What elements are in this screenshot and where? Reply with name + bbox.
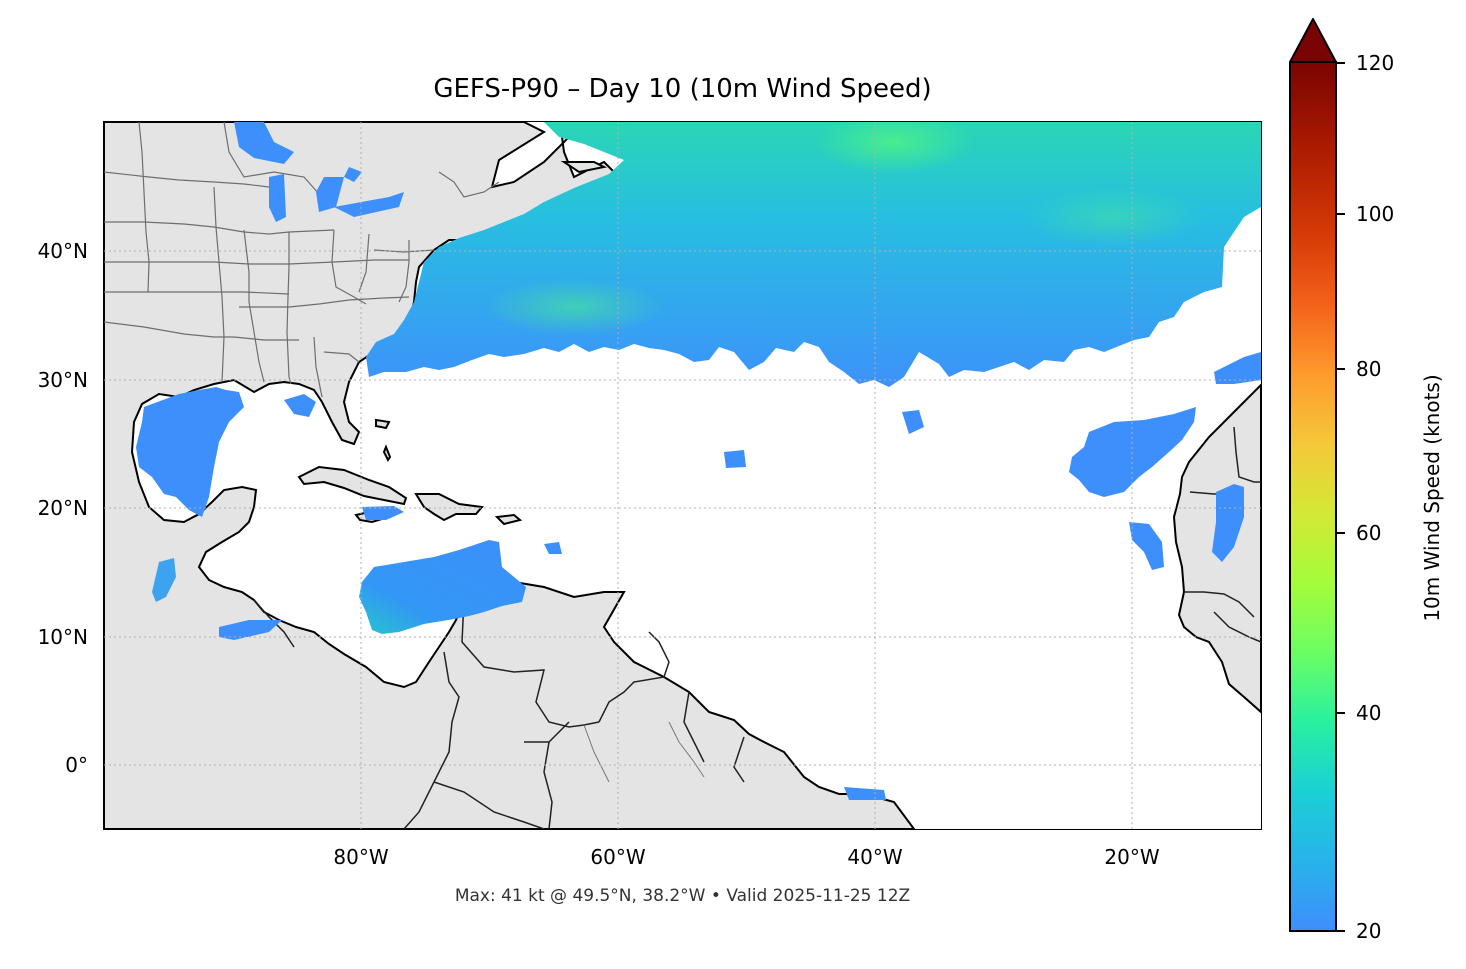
cb-tick-120 bbox=[1337, 62, 1345, 64]
y-tick-0: 0° bbox=[65, 753, 88, 777]
cb-label-80: 80 bbox=[1356, 357, 1382, 381]
cb-tick-60 bbox=[1337, 532, 1345, 534]
cb-tick-20 bbox=[1337, 930, 1345, 932]
cb-label-40: 40 bbox=[1356, 701, 1382, 725]
cb-label-60: 60 bbox=[1356, 521, 1382, 545]
north-atlantic-wind-band bbox=[366, 122, 1261, 387]
caribbean-sea-wind bbox=[359, 540, 526, 634]
x-tick-40w: 40°W bbox=[847, 845, 903, 869]
cb-label-100: 100 bbox=[1356, 202, 1395, 226]
colorbar bbox=[1288, 16, 1338, 932]
cb-tick-80 bbox=[1337, 368, 1345, 370]
colorbar-gradient bbox=[1289, 61, 1337, 932]
x-tick-60w: 60°W bbox=[590, 845, 646, 869]
map-plot-area[interactable] bbox=[104, 122, 1261, 829]
colorbar-extend-max-arrow bbox=[1288, 16, 1338, 63]
wind-speed-layer bbox=[136, 122, 1261, 800]
y-tick-30n: 30°N bbox=[37, 368, 88, 392]
cb-tick-100 bbox=[1337, 213, 1345, 215]
cb-tick-40 bbox=[1337, 712, 1345, 714]
colorbar-title: 10m Wind Speed (knots) bbox=[1420, 374, 1444, 622]
x-tick-20w: 20°W bbox=[1104, 845, 1160, 869]
x-tick-80w: 80°W bbox=[333, 845, 389, 869]
y-tick-10n: 10°N bbox=[37, 625, 88, 649]
y-tick-40n: 40°N bbox=[37, 239, 88, 263]
cb-label-20: 20 bbox=[1356, 919, 1382, 943]
map-canvas bbox=[104, 122, 1261, 829]
cb-label-120: 120 bbox=[1356, 51, 1395, 75]
pacific-wind-patch bbox=[152, 558, 176, 602]
chart-title: GEFS-P90 – Day 10 (10m Wind Speed) bbox=[433, 74, 932, 104]
minor-borders bbox=[583, 721, 705, 783]
gulf-of-mexico-wind bbox=[136, 387, 244, 517]
y-tick-20n: 20°N bbox=[37, 496, 88, 520]
max-wind-footer: Max: 41 kt @ 49.5°N, 38.2°W • Valid 2025… bbox=[454, 886, 911, 906]
max-wind-core bbox=[814, 122, 974, 174]
